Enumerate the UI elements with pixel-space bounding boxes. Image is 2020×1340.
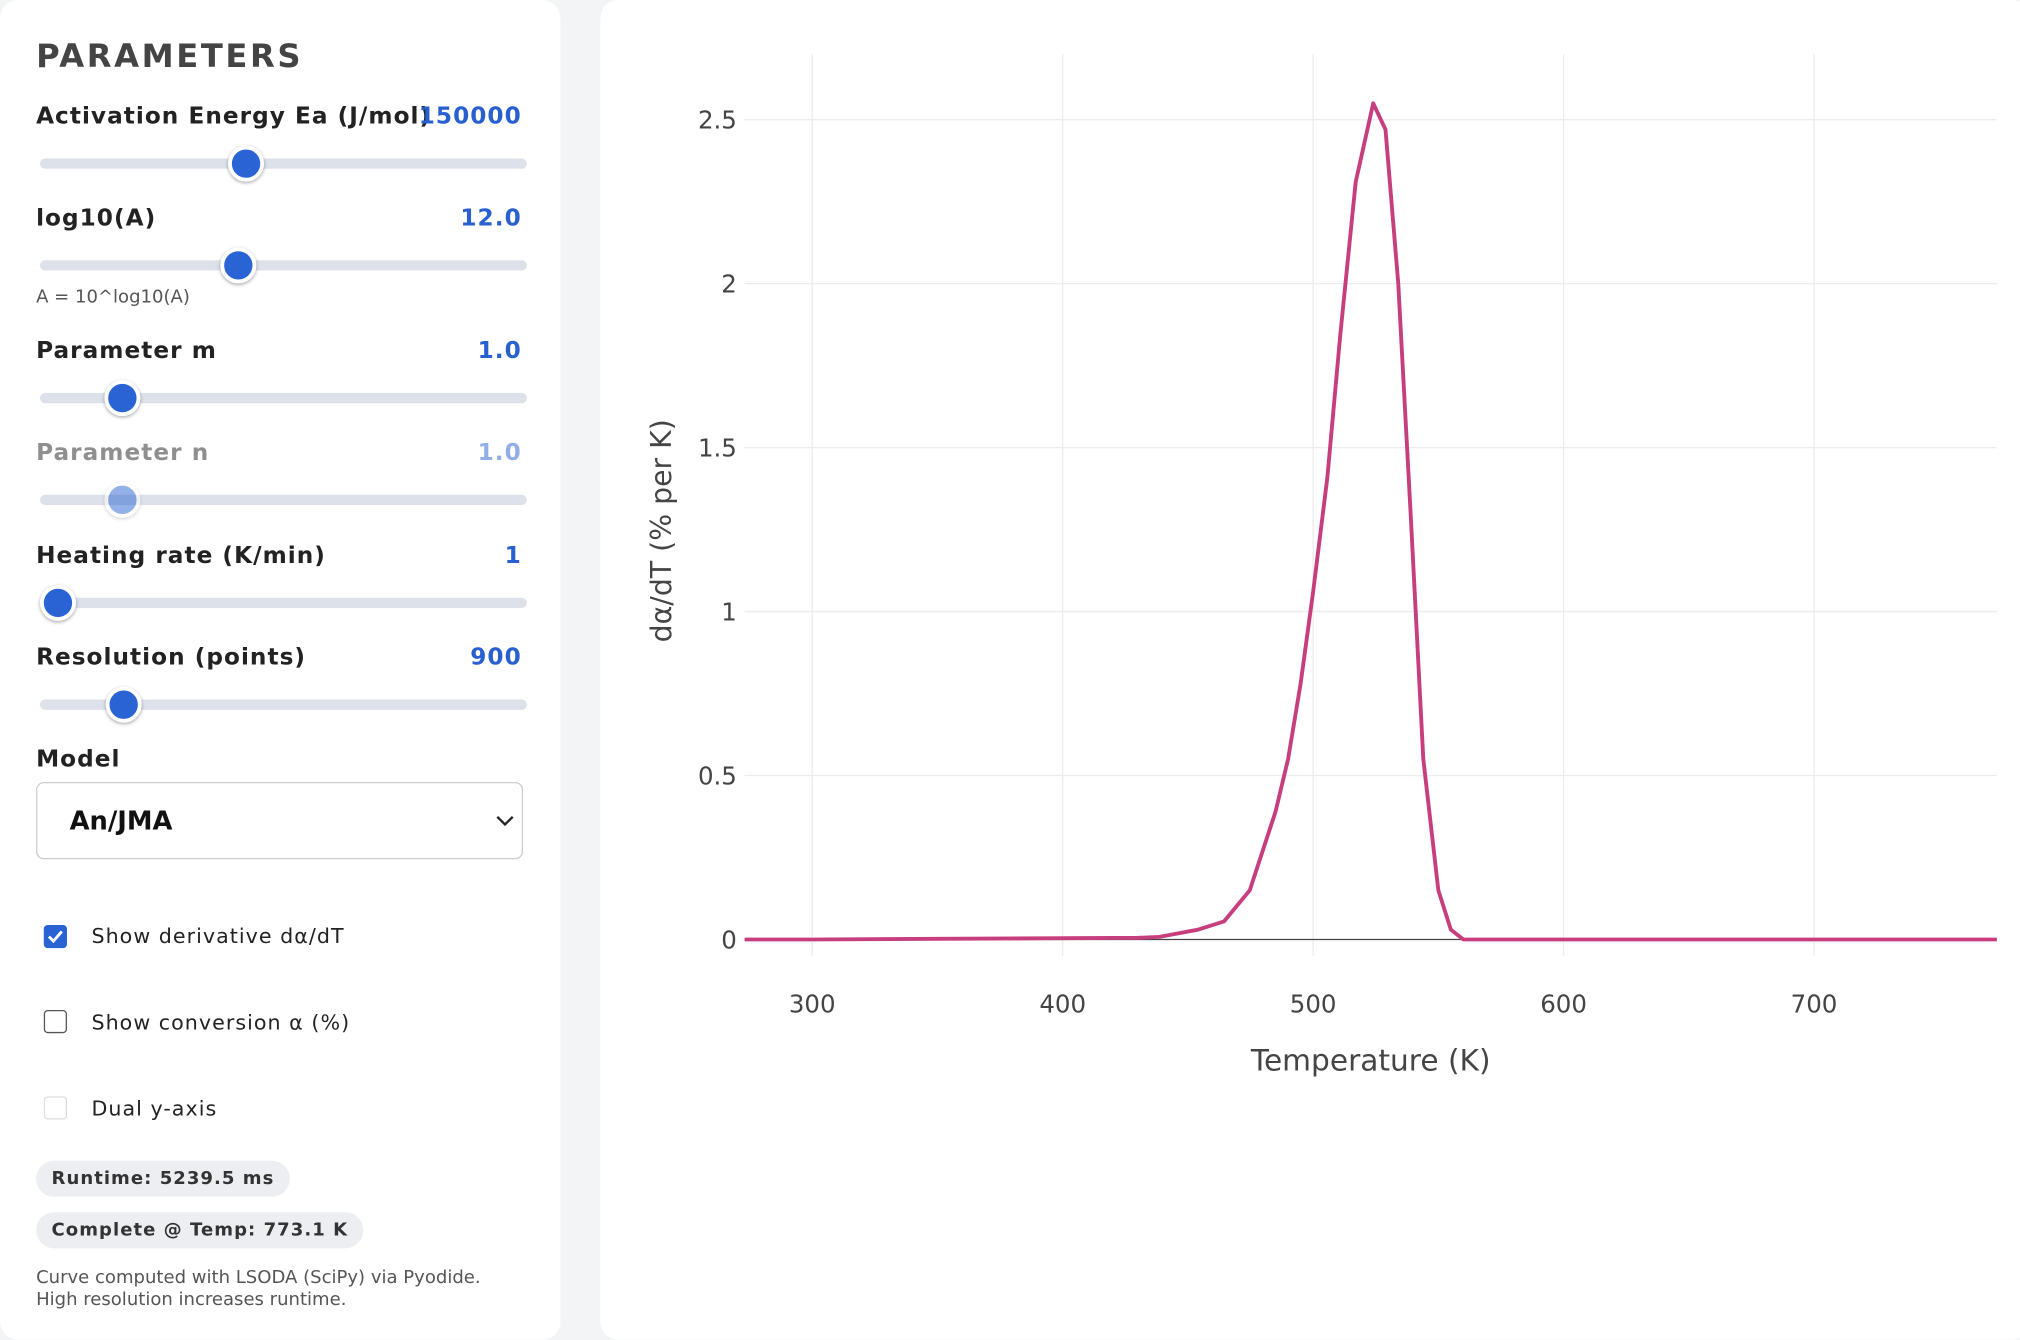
slider-track[interactable] — [39, 494, 527, 506]
x-tick-label: 400 — [1039, 990, 1086, 1019]
slider-thumb[interactable] — [104, 481, 141, 518]
model-value: An/JMA — [69, 805, 173, 837]
checkbox-label: Show derivative dα/dT — [91, 923, 345, 949]
slider-thumb[interactable] — [104, 380, 141, 417]
checkbox[interactable] — [43, 1010, 67, 1034]
x-tick-label: 300 — [789, 990, 836, 1019]
model-label: Model — [36, 745, 121, 773]
slider-label: Heating rate (K/min) — [36, 542, 326, 570]
chart: 300 400 500 600 700 0 0.5 1 1.5 2 2.5 Temperature (… — [645, 54, 1997, 1078]
x-tick-label: 500 — [1290, 990, 1337, 1019]
slider-thumb[interactable] — [39, 584, 77, 621]
slider-value: 900 — [470, 644, 522, 672]
slider-thumb[interactable] — [105, 686, 142, 723]
y-axis-title: dα/dT (% per K) — [645, 419, 678, 642]
slider-label: Activation Energy Ea (J/mol) — [36, 103, 432, 131]
slider-label: Resolution (points) — [36, 644, 307, 672]
x-tick-label: 700 — [1791, 990, 1838, 1019]
x-tick-label: 600 — [1540, 990, 1587, 1019]
checkbox-label: Dual y-axis — [91, 1096, 218, 1121]
slider-thumb[interactable] — [220, 247, 257, 284]
y-tick-label: 1.5 — [698, 434, 737, 463]
slider-track[interactable] — [39, 699, 527, 710]
checkbox[interactable] — [43, 924, 67, 949]
slider-hint: A = 10^log10(A) — [36, 287, 190, 308]
panel-title: PARAMETERS — [36, 37, 304, 75]
x-axis-title: Temperature (K) — [1250, 1043, 1491, 1078]
slider-track[interactable] — [39, 392, 527, 404]
slider-value: 1.0 — [477, 337, 522, 365]
checkbox-label: Show conversion α (%) — [91, 1010, 351, 1035]
y-tick-label: 0.5 — [698, 762, 737, 791]
data-line — [744, 101, 1997, 942]
runtime-badge: Runtime: 5239.5 ms — [36, 1160, 290, 1197]
slider-value: 150000 — [418, 103, 522, 131]
slider-thumb[interactable] — [228, 145, 265, 182]
footnote: High resolution increases runtime. — [36, 1289, 347, 1311]
slider-value: 12.0 — [460, 204, 522, 232]
slider-label: Parameter m — [36, 337, 217, 365]
checkbox — [43, 1096, 67, 1120]
y-tick-label: 1 — [721, 598, 737, 627]
y-tick-label: 2.5 — [698, 106, 737, 135]
complete-badge: Complete @ Temp: 773.1 K — [36, 1212, 364, 1249]
parameters-panel: PARAMETERS Activation Energy Ea (J/mol) 1… — [0, 0, 561, 1340]
y-tick-label: 0 — [721, 926, 737, 955]
model-select[interactable]: An/JMA — [36, 781, 524, 860]
slider-value: 1.0 — [477, 439, 522, 467]
check-mark — [47, 930, 63, 944]
slider-track[interactable] — [39, 260, 527, 271]
footnote: Curve computed with LSODA (SciPy) via Py… — [36, 1267, 481, 1289]
y-tick-label: 2 — [721, 270, 737, 299]
chart-panel: 300 400 500 600 700 0 0.5 1 1.5 2 2.5 Temperature (… — [600, 0, 2020, 1340]
slider-label: Parameter n — [36, 439, 210, 467]
chevron — [496, 815, 514, 827]
slider-track[interactable] — [39, 158, 527, 169]
slider-label: log10(A) — [36, 204, 157, 232]
slider-track[interactable] — [39, 597, 527, 609]
slider-value: 1 — [504, 542, 522, 570]
